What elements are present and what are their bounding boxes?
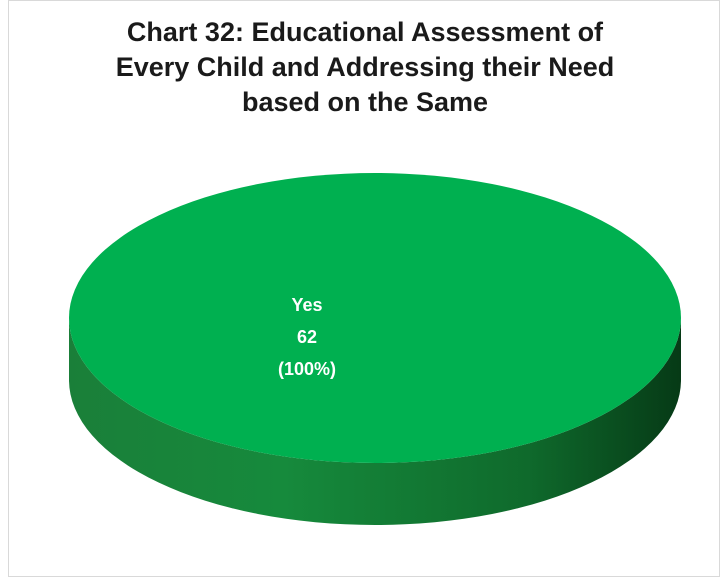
pie-slice-side-yes — [69, 318, 681, 525]
chart-frame: Chart 32: Educational Assessment of Ever… — [8, 0, 720, 577]
slice-label-value: 62 — [297, 327, 317, 347]
pie-slice-yes — [69, 173, 681, 463]
chart-title-line-3: based on the Same — [241, 87, 489, 117]
chart-title: Chart 32: Educational Assessment of Ever… — [9, 15, 721, 120]
slice-label-category: Yes — [291, 295, 322, 315]
chart-title-line-1: Chart 32: Educational Assessment of — [126, 17, 604, 47]
pie-chart: Yes 62 (100%) — [69, 173, 681, 525]
slice-label-percent: (100%) — [278, 359, 336, 379]
chart-title-line-2: Every Child and Addressing their Need — [115, 52, 615, 82]
